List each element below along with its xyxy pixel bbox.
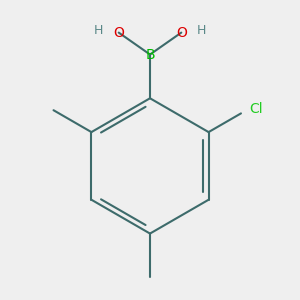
Text: B: B (145, 47, 155, 61)
Text: Cl: Cl (249, 102, 262, 116)
Text: H: H (94, 24, 104, 37)
Text: H: H (196, 24, 206, 37)
Text: O: O (176, 26, 187, 40)
Text: O: O (113, 26, 124, 40)
